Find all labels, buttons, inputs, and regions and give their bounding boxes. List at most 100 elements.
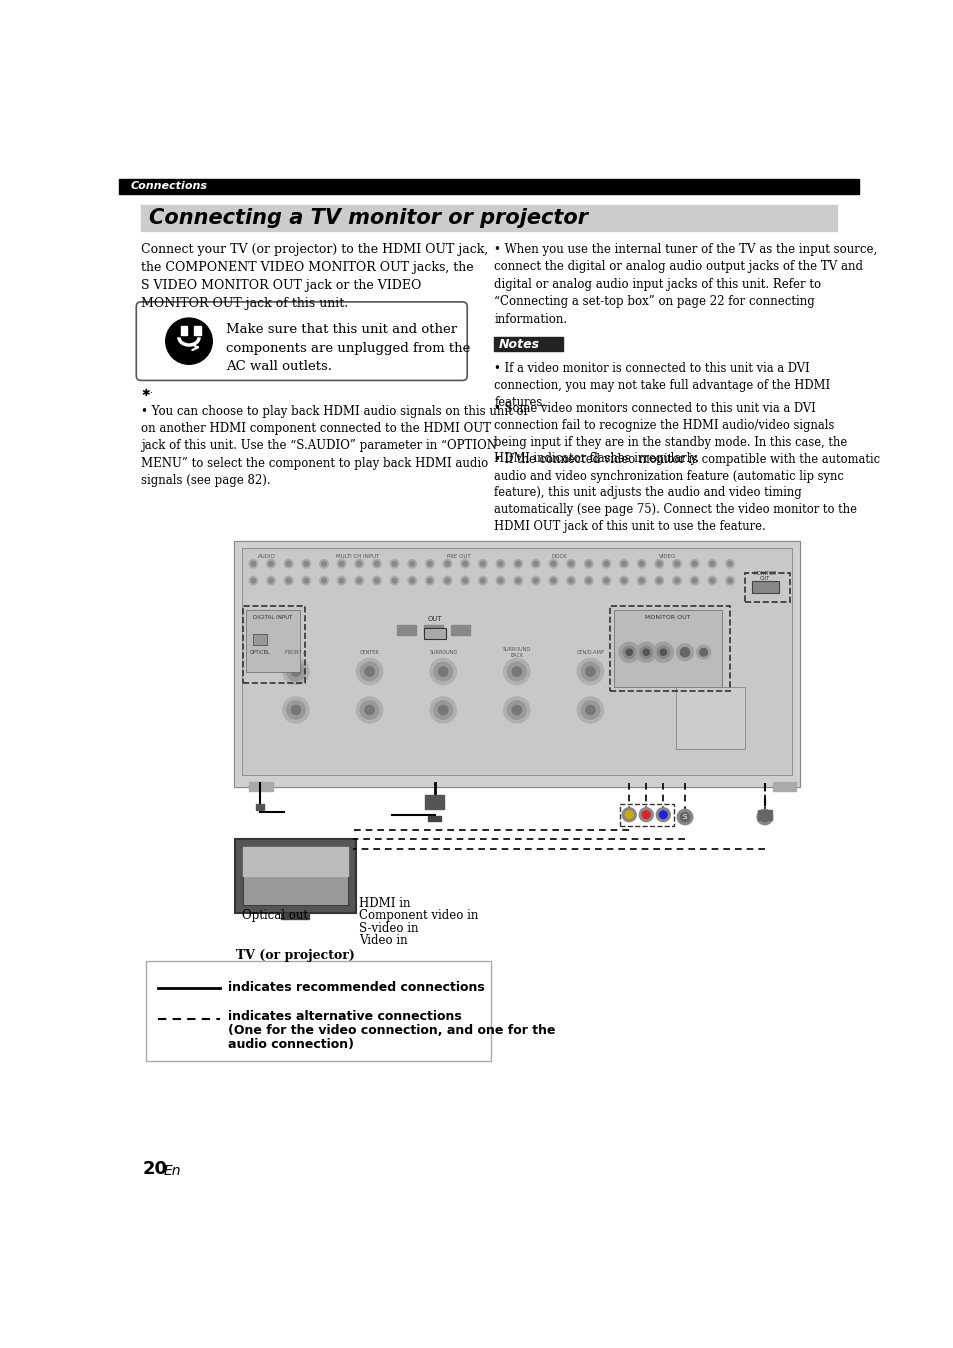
- Circle shape: [601, 559, 610, 568]
- Circle shape: [639, 578, 643, 582]
- Bar: [613, 609, 721, 687]
- Text: En: En: [163, 1165, 181, 1178]
- Bar: [235, 840, 355, 913]
- Circle shape: [269, 561, 273, 566]
- Circle shape: [580, 701, 599, 720]
- Circle shape: [514, 577, 522, 585]
- Circle shape: [430, 697, 456, 723]
- Circle shape: [365, 667, 374, 677]
- Circle shape: [657, 646, 669, 658]
- Text: Connect your TV (or projector) to the HDMI OUT jack,
the COMPONENT VIDEO MONITOR: Connect your TV (or projector) to the HD…: [141, 243, 488, 310]
- Circle shape: [356, 578, 361, 582]
- Circle shape: [438, 667, 447, 677]
- Circle shape: [390, 559, 398, 568]
- Circle shape: [410, 561, 415, 566]
- Text: MULTI CH INPUT: MULTI CH INPUT: [335, 554, 379, 558]
- Circle shape: [659, 811, 666, 818]
- Circle shape: [304, 561, 308, 566]
- Circle shape: [603, 561, 608, 566]
- Circle shape: [392, 578, 396, 582]
- Circle shape: [655, 577, 663, 585]
- Circle shape: [286, 561, 291, 566]
- Bar: [146, 961, 491, 1061]
- Circle shape: [690, 559, 699, 568]
- Circle shape: [478, 559, 487, 568]
- Text: CENTER: CENTER: [359, 650, 379, 655]
- Circle shape: [284, 559, 293, 568]
- Text: audio connection): audio connection): [228, 1038, 354, 1050]
- Circle shape: [639, 561, 643, 566]
- Circle shape: [460, 559, 469, 568]
- Circle shape: [375, 578, 379, 582]
- Circle shape: [267, 559, 275, 568]
- Circle shape: [568, 561, 573, 566]
- Circle shape: [551, 578, 556, 582]
- Circle shape: [339, 578, 343, 582]
- Circle shape: [319, 559, 328, 568]
- Bar: [425, 795, 443, 809]
- Circle shape: [360, 662, 378, 681]
- Bar: [119, 179, 858, 194]
- Circle shape: [360, 701, 378, 720]
- Text: SURROUND: SURROUND: [429, 650, 456, 655]
- Circle shape: [699, 648, 707, 656]
- Circle shape: [286, 578, 291, 582]
- Circle shape: [625, 650, 632, 655]
- Circle shape: [496, 559, 504, 568]
- Circle shape: [601, 577, 610, 585]
- Text: OPT/CBL: OPT/CBL: [250, 650, 271, 655]
- Circle shape: [551, 561, 556, 566]
- Circle shape: [657, 578, 661, 582]
- Circle shape: [321, 578, 326, 582]
- Text: • Some video monitors connected to this unit via a DVI
connection fail to recogn: • Some video monitors connected to this …: [494, 402, 846, 465]
- Bar: [249, 782, 273, 791]
- Circle shape: [445, 561, 450, 566]
- Text: 20: 20: [142, 1161, 168, 1178]
- Circle shape: [392, 561, 396, 566]
- Circle shape: [462, 578, 467, 582]
- Circle shape: [725, 559, 734, 568]
- Circle shape: [443, 559, 452, 568]
- Circle shape: [690, 577, 699, 585]
- Circle shape: [639, 646, 652, 658]
- Bar: [194, 326, 200, 336]
- Circle shape: [707, 559, 716, 568]
- Circle shape: [585, 667, 595, 677]
- Text: (One for the video connection, and one for the: (One for the video connection, and one f…: [228, 1024, 555, 1037]
- Circle shape: [286, 701, 305, 720]
- Circle shape: [425, 559, 434, 568]
- Circle shape: [408, 559, 416, 568]
- Text: S: S: [682, 814, 686, 820]
- Circle shape: [637, 559, 645, 568]
- Circle shape: [584, 559, 593, 568]
- Circle shape: [637, 577, 645, 585]
- Text: PRE OUT: PRE OUT: [446, 554, 470, 558]
- Circle shape: [622, 646, 635, 658]
- Circle shape: [677, 809, 692, 825]
- Circle shape: [674, 561, 679, 566]
- Circle shape: [618, 642, 639, 662]
- Circle shape: [443, 577, 452, 585]
- Circle shape: [533, 561, 537, 566]
- Text: indicates recommended connections: indicates recommended connections: [228, 981, 484, 995]
- Circle shape: [410, 578, 415, 582]
- Circle shape: [321, 561, 326, 566]
- Circle shape: [503, 658, 530, 685]
- Bar: [181, 326, 187, 336]
- Bar: [451, 625, 470, 635]
- Circle shape: [302, 559, 311, 568]
- Bar: [396, 625, 416, 635]
- Circle shape: [621, 561, 626, 566]
- Bar: [428, 817, 440, 821]
- Circle shape: [291, 667, 300, 677]
- Circle shape: [375, 561, 379, 566]
- Circle shape: [445, 578, 450, 582]
- Circle shape: [251, 561, 255, 566]
- Circle shape: [584, 577, 593, 585]
- Circle shape: [619, 559, 628, 568]
- Circle shape: [516, 578, 520, 582]
- Circle shape: [512, 667, 521, 677]
- Text: AUDIO: AUDIO: [257, 554, 275, 558]
- Bar: [757, 810, 771, 820]
- Bar: [233, 541, 799, 787]
